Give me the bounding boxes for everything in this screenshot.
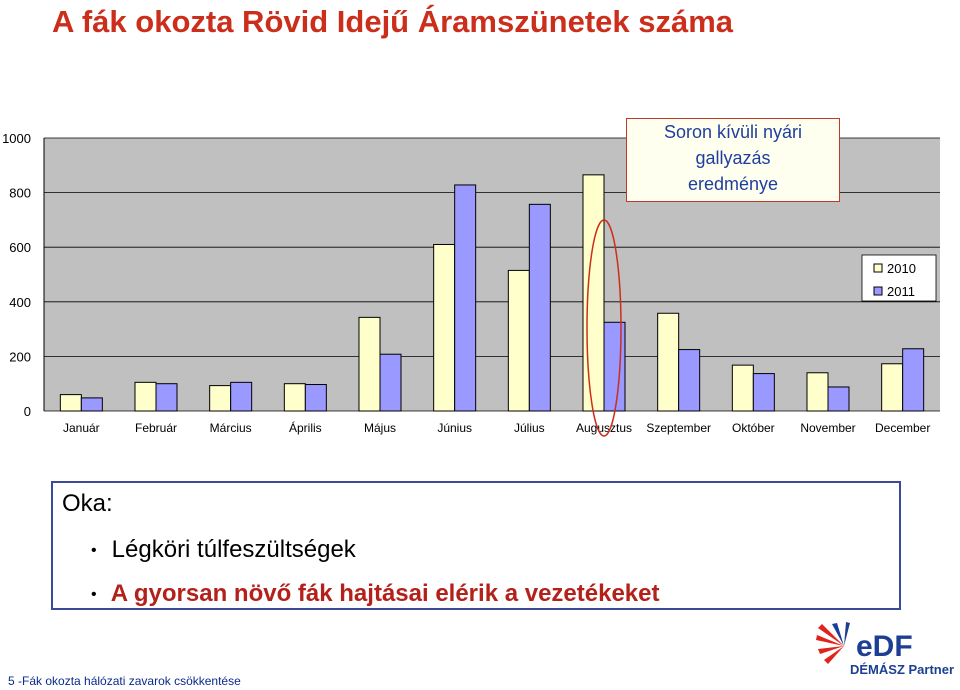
bar-2011 [230,381,253,412]
y-tick-label: 800 [9,186,31,201]
y-tick-label: 400 [9,295,31,310]
bar-2011 [155,383,178,412]
x-tick-label: Március [210,421,252,435]
legend-swatch-2011 [873,286,883,296]
bar-2010 [283,383,306,412]
x-tick-label: Június [437,421,472,435]
bar-2010 [731,364,754,412]
bar-2011 [603,321,626,412]
bar-2011 [454,184,477,412]
bar-2011 [827,386,850,412]
page-title: A fák okozta Rövid Idejű Áramszünetek sz… [52,4,734,39]
y-tick-label: 1000 [2,131,31,146]
x-tick-label: Február [135,421,177,435]
bar-2010 [806,372,829,412]
causes-heading: Oka: [62,490,113,517]
bar-2010 [657,312,680,412]
bar-2011 [379,353,402,412]
bar-2011 [528,203,551,412]
bar-2011 [902,348,925,412]
y-tick-label: 600 [9,240,31,255]
bar-2010 [358,316,381,412]
bar-2011 [304,384,327,412]
bar-2010 [582,174,605,412]
bar-2011 [678,349,701,412]
bar-2011 [80,397,103,412]
bullet-icon: • [91,541,97,559]
bar-2010 [507,269,530,412]
annotation-line-3: eredménye [687,174,779,194]
bar-2010 [59,394,82,412]
bar-chart: 0 200 400 600 800 1000 Január Február Március Ápr… [2,131,940,437]
cause-item-2: • A gyorsan növő fák hajtásai elérik a v… [91,580,660,608]
legend-label-2011: 2011 [887,284,915,299]
x-tick-label: November [800,421,855,435]
edf-logo: eDF DÉMÁSZ Partner [816,622,954,677]
x-tick-label: Április [289,420,322,435]
x-tick-label: Augusztus [576,421,632,435]
cause-item-2-text: A gyorsan növő fák hajtásai elérik a vez… [110,580,660,607]
bar-2010 [209,385,232,412]
y-tick-label: 0 [24,404,31,419]
logo-brand: eDF [856,630,913,663]
x-tick-label: Július [514,421,545,435]
cause-item-1: • Légköri túlfeszültségek [91,536,356,564]
legend-swatch-2010 [873,263,883,273]
causes-box: Oka: • Légköri túlfeszültségek • A gyors… [51,481,901,610]
x-tick-label: Szeptember [646,421,711,435]
legend-label-2010: 2010 [887,261,916,276]
cause-item-1-text: Légköri túlfeszültségek [111,536,356,563]
edf-sunburst-icon [816,622,850,664]
bullet-icon: • [91,585,97,603]
x-tick-label: Október [732,421,775,435]
logo-subtitle: DÉMÁSZ Partner [850,662,954,677]
footer-text: 5 -Fák okozta hálózati zavarok csökkenté… [8,674,241,688]
annotation-line-2: gallyazás [695,148,771,168]
bar-2010 [433,243,456,412]
annotation-line-1: Soron kívüli nyári [663,122,803,142]
x-tick-label: Május [364,421,396,435]
bar-2010 [134,381,157,412]
annotation-callout: Soron kívüli nyári gallyazás eredménye [626,118,840,202]
bar-2011 [752,373,775,412]
x-tick-label: Január [63,421,100,435]
x-tick-label: December [875,421,930,435]
bar-2010 [881,363,904,412]
highlight-ellipse [586,219,622,437]
y-tick-label: 200 [9,349,31,364]
